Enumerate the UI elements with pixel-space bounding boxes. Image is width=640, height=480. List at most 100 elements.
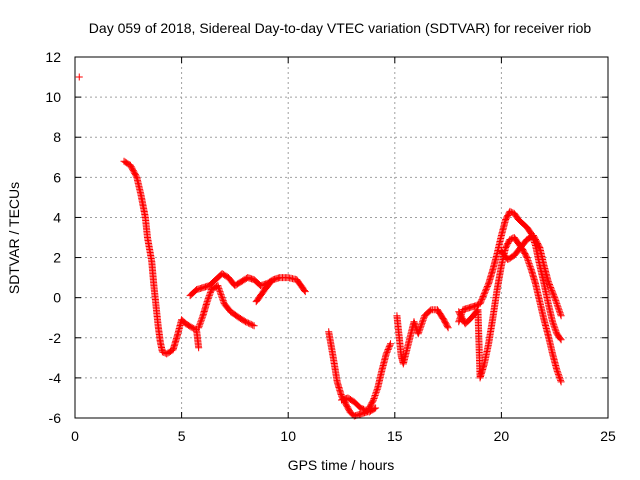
data-point xyxy=(361,406,369,414)
data-point xyxy=(555,307,563,315)
data-point xyxy=(215,285,223,293)
data-point xyxy=(477,297,485,305)
data-point xyxy=(416,324,424,332)
data-point xyxy=(416,325,424,333)
data-point xyxy=(551,295,559,303)
data-point xyxy=(527,264,535,272)
data-point xyxy=(301,288,309,296)
data-point xyxy=(218,294,226,302)
data-point xyxy=(250,322,258,330)
data-point xyxy=(410,318,418,326)
data-point xyxy=(195,324,203,332)
data-point xyxy=(384,346,392,354)
data-point xyxy=(132,172,140,180)
data-point xyxy=(523,254,531,262)
data-point xyxy=(549,319,557,327)
data-point xyxy=(247,320,255,328)
data-point xyxy=(525,260,533,268)
data-point xyxy=(547,285,555,293)
data-point xyxy=(383,347,391,355)
data-point xyxy=(358,405,366,413)
data-point xyxy=(371,393,379,401)
data-point xyxy=(206,289,214,297)
data-point xyxy=(551,324,559,332)
data-point xyxy=(478,295,486,303)
data-point xyxy=(554,304,562,312)
x-tick-label: 25 xyxy=(600,428,616,444)
data-point xyxy=(556,335,564,343)
data-point xyxy=(545,279,553,287)
data-point xyxy=(217,289,225,297)
data-point xyxy=(197,318,205,326)
data-point xyxy=(506,236,514,244)
data-point xyxy=(550,322,558,330)
data-point xyxy=(555,306,563,314)
data-point xyxy=(556,309,564,317)
data-point xyxy=(216,288,224,296)
data-point xyxy=(418,319,426,327)
data-point xyxy=(414,330,422,338)
data-point xyxy=(195,344,203,352)
data-point xyxy=(383,348,391,356)
data-point xyxy=(472,302,480,310)
plot-frame xyxy=(74,56,609,419)
data-point xyxy=(550,321,558,329)
data-point xyxy=(370,405,378,413)
data-point xyxy=(372,388,380,396)
y-tick-label: 8 xyxy=(53,129,61,145)
y-tick-label: 2 xyxy=(53,250,61,266)
data-point xyxy=(419,316,427,324)
chart-title: Day 059 of 2018, Sidereal Day-to-day VTE… xyxy=(89,20,592,36)
data-point xyxy=(547,283,555,291)
data-point xyxy=(371,391,379,399)
data-point xyxy=(206,290,214,298)
y-tick-label: -6 xyxy=(49,410,62,426)
data-point xyxy=(482,287,490,295)
data-point xyxy=(553,367,561,375)
y-axis-label: SDTVAR / TECUs xyxy=(6,182,22,294)
data-point xyxy=(483,284,491,292)
data-point xyxy=(479,294,487,302)
data-point xyxy=(266,279,274,287)
data-point xyxy=(75,73,83,81)
data-point xyxy=(218,292,226,300)
data-point xyxy=(551,325,559,333)
data-point xyxy=(203,298,211,306)
x-tick-label: 15 xyxy=(387,428,403,444)
data-point xyxy=(196,319,204,327)
data-point xyxy=(417,322,425,330)
data-point xyxy=(198,313,206,321)
y-tick-label: 12 xyxy=(45,49,61,65)
data-point xyxy=(214,282,222,290)
data-point xyxy=(477,298,485,306)
data-point xyxy=(357,404,365,412)
data-point xyxy=(479,293,487,301)
data-point xyxy=(524,255,532,263)
data-point xyxy=(419,318,427,326)
data-point xyxy=(369,397,377,405)
data-point xyxy=(195,322,203,330)
data-point xyxy=(554,369,562,377)
data-point xyxy=(373,385,381,393)
data-point xyxy=(556,375,564,383)
data-point xyxy=(215,286,223,294)
data-point xyxy=(198,315,206,323)
data-point xyxy=(219,297,227,305)
y-tick-labels: -6 -4 -2 0 2 4 6 8 10 12 xyxy=(45,49,61,426)
data-point xyxy=(552,298,560,306)
data-point xyxy=(554,370,562,378)
data-point xyxy=(387,340,395,348)
data-point xyxy=(553,301,561,309)
data-point xyxy=(506,207,514,215)
data-point xyxy=(526,261,534,269)
data-point xyxy=(196,321,204,329)
data-point xyxy=(242,318,250,326)
data-point xyxy=(544,278,552,286)
data-point xyxy=(550,292,558,300)
data-point xyxy=(415,328,423,336)
data-point xyxy=(300,286,308,294)
y-tick-label: 10 xyxy=(45,89,61,105)
data-point xyxy=(217,291,225,299)
data-point xyxy=(417,321,425,329)
